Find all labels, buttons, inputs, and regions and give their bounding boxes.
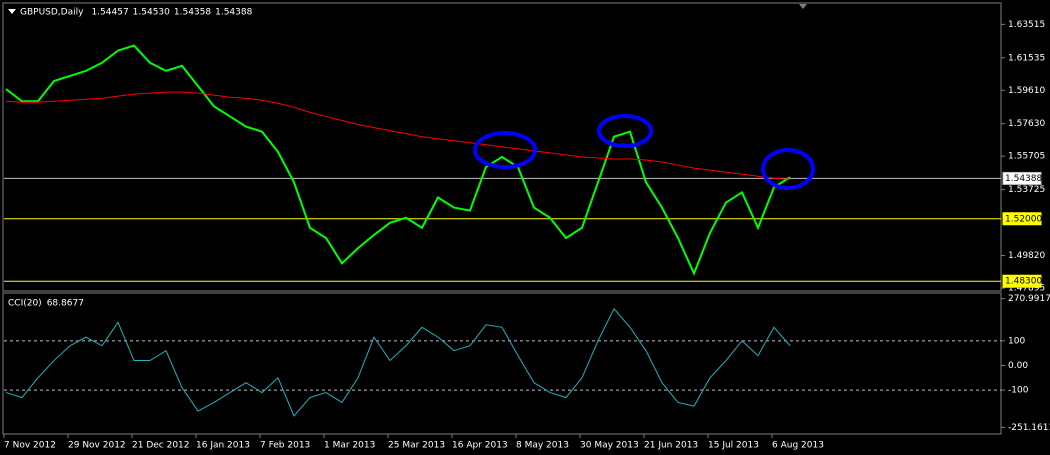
level-label: 1.48300 (1005, 277, 1042, 287)
y-tick-label: 1.57630 (1008, 119, 1045, 129)
indicator-value: 68.8677 (47, 299, 84, 309)
x-tick-label: 30 May 2013 (580, 441, 639, 451)
x-tick-label: 21 Jun 2013 (644, 441, 698, 451)
y-tick-label: 270.9917 (1008, 294, 1050, 304)
menu-arrow[interactable] (8, 9, 16, 14)
quote-value: 1.54358 (174, 8, 211, 18)
y-tick-label: 1.47895 (1008, 284, 1045, 294)
series-line (5, 91, 791, 180)
y-tick-label: 1.53725 (1008, 185, 1045, 195)
x-tick-label: 7 Feb 2013 (260, 441, 310, 451)
y-tick-label: 1.59610 (1008, 86, 1045, 96)
shift-marker (799, 4, 807, 9)
quote-value: 1.54388 (215, 8, 252, 18)
symbol-title: GBPUSD,Daily (20, 8, 84, 18)
highlight-ellipse (761, 148, 815, 190)
highlight-ellipse (473, 131, 537, 169)
x-tick-label: 15 Jul 2013 (708, 441, 759, 451)
y-tick-label: -100 (1008, 386, 1029, 396)
y-tick-label: 1.49820 (1008, 251, 1045, 261)
x-tick-label: 21 Dec 2012 (132, 441, 190, 451)
quote-value: 1.54530 (133, 8, 170, 18)
x-tick-label: 16 Apr 2013 (452, 441, 508, 451)
x-tick-label: 6 Aug 2013 (772, 441, 824, 451)
y-tick-label: 1.61535 (1008, 53, 1045, 63)
y-tick-label: -251.1611 (1008, 423, 1050, 433)
x-tick-label: 8 May 2013 (516, 441, 569, 451)
price-panel (2, 2, 1002, 292)
level-label: 1.52000 (1005, 214, 1042, 224)
series-line (5, 44, 791, 277)
level-label-box (1002, 274, 1042, 288)
quote-value: 1.54457 (91, 8, 128, 18)
x-tick-label: 25 Mar 2013 (388, 441, 445, 451)
y-tick-label: 0.00 (1008, 361, 1028, 371)
x-tick-label: 29 Nov 2012 (68, 441, 126, 451)
highlight-ellipse (597, 114, 653, 148)
y-tick-label: 1.63515 (1008, 20, 1045, 30)
level-label-box (1002, 212, 1042, 226)
y-tick-label: 1.55705 (1008, 152, 1045, 162)
series-line (5, 307, 791, 417)
x-tick-label: 16 Jan 2013 (196, 441, 250, 451)
indicator-title: CCI(20) (8, 299, 42, 309)
y-tick-label: 100 (1008, 336, 1025, 346)
level-label: 1.54388 (1005, 174, 1042, 184)
x-tick-label: 1 Mar 2013 (324, 441, 375, 451)
level-label-box (1002, 171, 1042, 185)
x-tick-label: 7 Nov 2012 (4, 441, 56, 451)
cci-panel (2, 292, 1002, 435)
